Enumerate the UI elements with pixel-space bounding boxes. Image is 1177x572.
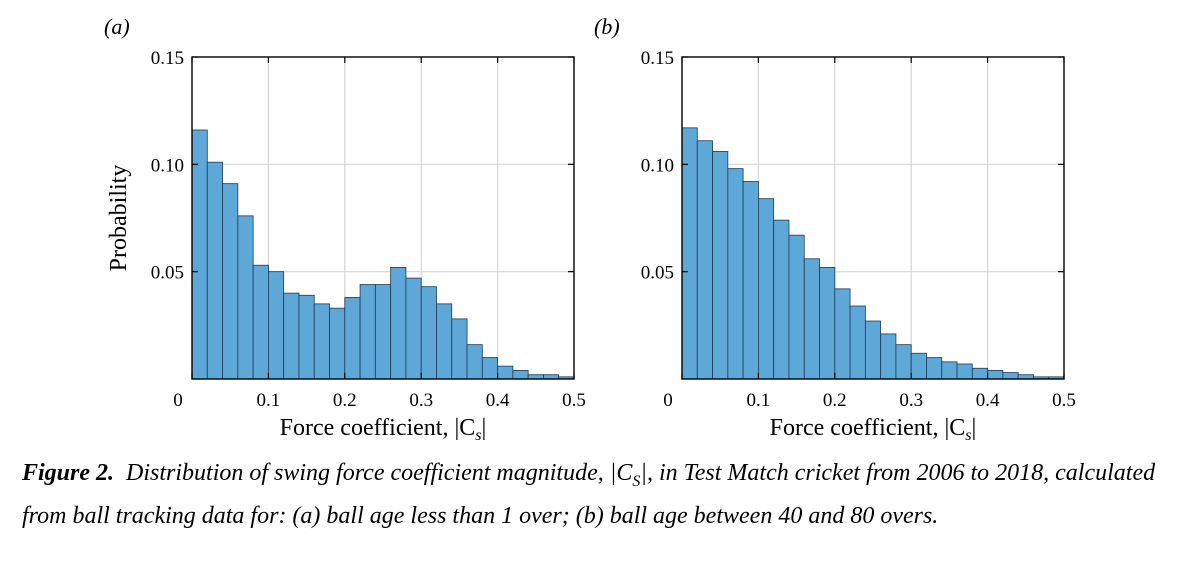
bar-a-6 — [283, 292, 300, 380]
x-tick-label-a-2: 0.2 — [333, 390, 357, 411]
bar-b-20 — [987, 370, 1004, 380]
plot-frame-a — [191, 56, 575, 380]
bar-b-0 — [681, 127, 698, 380]
bar-a-14 — [405, 277, 422, 380]
y-tick-label-a-1: 0.10 — [151, 155, 184, 176]
figure: 0 0.1 0.2 0.3 0.4 0.50.050.100.15(a)Force coe… — [104, 14, 1076, 440]
caption-subscript: S — [632, 472, 641, 490]
bar-a-19 — [481, 357, 499, 380]
bar-b-18 — [956, 363, 973, 380]
y-tick-label-b-1: 0.10 — [641, 155, 674, 176]
bar-b-8 — [803, 258, 820, 380]
bar-b-12 — [864, 320, 882, 380]
x-tick-label-a-4: 0.4 — [486, 390, 510, 411]
bar-a-5 — [267, 271, 285, 380]
bar-a-21 — [512, 370, 529, 380]
bar-a-17 — [451, 318, 468, 380]
x-tick-label-b-4: 0.4 — [976, 390, 1000, 411]
bar-a-20 — [497, 365, 514, 380]
bar-a-12 — [374, 284, 392, 380]
figure-caption: Figure 2. Distribution of swing force co… — [22, 456, 1162, 533]
x-tick-label-a-0: 0 — [173, 390, 183, 411]
x-tick-label-b-5: 0.5 — [1052, 390, 1076, 411]
bar-a-3 — [237, 215, 254, 380]
bar-b-19 — [971, 367, 989, 380]
bar-a-2 — [222, 183, 239, 380]
caption-label: Figure 2. — [22, 460, 115, 486]
bar-b-6 — [773, 219, 790, 380]
bar-b-9 — [819, 266, 836, 380]
bar-a-10 — [344, 297, 361, 380]
x-tick-label-b-2: 0.2 — [823, 390, 847, 411]
x-tick-label-b-3: 0.3 — [899, 390, 923, 411]
bar-b-10 — [834, 288, 851, 380]
bar-b-14 — [895, 344, 912, 380]
bar-a-18 — [466, 344, 483, 380]
bar-b-5 — [758, 198, 775, 380]
bar-b-15 — [910, 352, 927, 380]
bar-a-15 — [420, 286, 437, 380]
y-tick-label-a-0: 0.05 — [151, 263, 184, 284]
x-axis-label-b: Force coefficient, |Cs| — [770, 415, 977, 440]
y-tick-label-a-2: 0.15 — [151, 48, 184, 69]
bar-a-11 — [359, 284, 376, 380]
bar-a-16 — [436, 303, 453, 380]
bar-a-7 — [298, 294, 315, 380]
caption-text-after: |, in Test Match cricket from 2006 to 20… — [22, 460, 1156, 529]
x-tick-label-a-3: 0.3 — [409, 390, 433, 411]
bar-a-0 — [191, 129, 208, 380]
chart-panel-b: 0 0.1 0.2 0.3 0.4 0.5 0.05 0.10 0.15 (b) Force coe… — [594, 14, 1076, 440]
bar-b-16 — [926, 357, 943, 380]
bar-a-1 — [206, 161, 223, 380]
x-tick-label-b-0: 0 — [663, 390, 673, 411]
bar-a-13 — [390, 266, 407, 380]
x-tick-label-a-5: 0.5 — [562, 390, 586, 411]
y-axis-label-a: Probability — [106, 165, 132, 272]
x-tick-label-a-1: 0.1 — [257, 390, 281, 411]
chart-panel-a: 0 0.1 0.2 0.3 0.4 0.5 0.05 0.10 0.15 (a) Force coe… — [104, 14, 586, 440]
plot-frame-b — [681, 56, 1065, 380]
y-tick-label-b-2: 0.15 — [641, 48, 674, 69]
bar-b-11 — [849, 305, 866, 380]
x-tick-label-b-1: 0.1 — [747, 390, 771, 411]
y-tick-label-b-0: 0.05 — [641, 263, 674, 284]
caption-text-before: Distribution of swing force coefficient … — [126, 460, 633, 486]
bar-b-1 — [696, 140, 713, 380]
bar-b-4 — [742, 181, 759, 380]
panel-label-a: (a) — [104, 14, 130, 39]
panel-label-b: (b) — [594, 14, 620, 39]
bar-a-9 — [329, 307, 346, 380]
bar-b-17 — [941, 361, 958, 380]
bar-b-3 — [727, 168, 744, 380]
bar-a-8 — [313, 303, 330, 380]
x-axis-label-a: Force coefficient, |Cs| — [280, 415, 487, 440]
bar-b-13 — [880, 333, 897, 380]
bar-a-4 — [252, 264, 269, 380]
bar-b-21 — [1002, 372, 1019, 380]
bar-b-7 — [788, 234, 805, 380]
bar-b-2 — [712, 151, 729, 380]
